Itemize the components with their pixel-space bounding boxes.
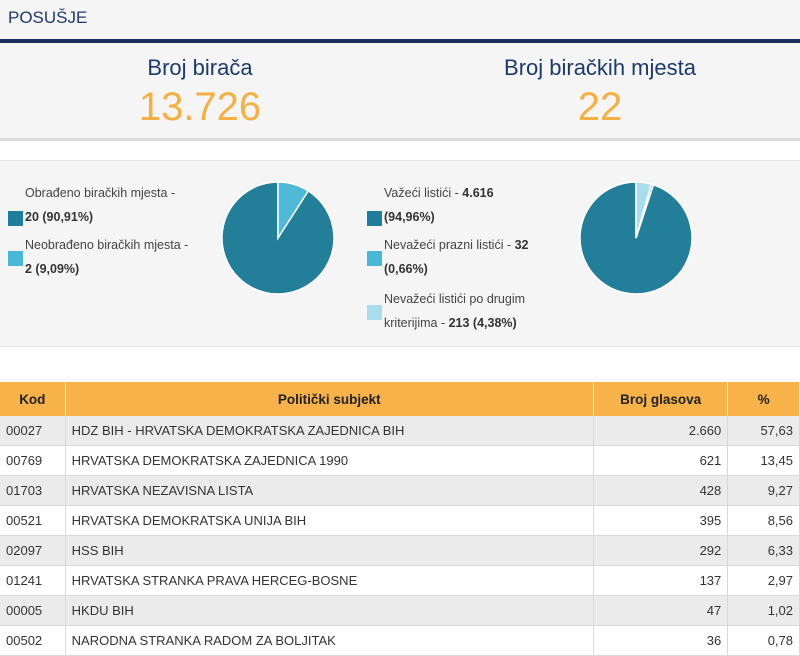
- cell-percent: 13,45: [727, 445, 800, 476]
- table-header-row: Kod Politički subjekt Broj glasova %: [0, 382, 800, 416]
- table-row: 00521 HRVATSKA DEMOKRATSKA UNIJA BIH 395 8,…: [0, 505, 800, 536]
- stations-label: Broj biračkih mjesta: [504, 55, 696, 80]
- col-percent[interactable]: %: [727, 382, 800, 416]
- col-votes[interactable]: Broj glasova: [593, 382, 729, 416]
- cell-votes: 292: [593, 535, 729, 566]
- legend-text: Obrađeno biračkih mjesta -: [25, 186, 176, 200]
- legend-unprocessed: Neobrađeno biračkih mjesta - 2 (9,09%): [8, 233, 208, 281]
- pie-chart-ballots: [579, 181, 693, 295]
- pie-slice-0: [221, 181, 335, 295]
- charts-panel: Obrađeno biračkih mjesta - 20 (90,91%) N…: [0, 160, 800, 347]
- legend-value: 4.616: [462, 186, 494, 200]
- legend-value: 32: [514, 238, 529, 252]
- pie-slice-2: [635, 181, 653, 239]
- cell-percent: 2,97: [727, 565, 800, 596]
- legend-text: Važeći listići -: [384, 186, 463, 200]
- legend-text: Neobrađeno biračkih mjesta -: [25, 238, 189, 252]
- cell-kod: 00521: [0, 505, 66, 536]
- legend-percent: (0,66%): [384, 262, 428, 276]
- cell-kod: 01241: [0, 565, 66, 596]
- cell-votes: 428: [593, 475, 729, 506]
- legend-swatch: [367, 251, 382, 266]
- legend-swatch: [8, 211, 23, 226]
- col-party[interactable]: Politički subjekt: [65, 382, 594, 416]
- page-title: POSUŠJE: [8, 8, 88, 27]
- table-row: 01703 HRVATSKA NEZAVISNA LISTA 428 9,27: [0, 475, 800, 506]
- cell-kod: 01703: [0, 475, 66, 506]
- cell-percent: 0,78: [727, 625, 800, 656]
- cell-party: HSS BIH: [65, 535, 594, 566]
- legend-value: 2 (9,09%): [25, 262, 80, 276]
- table-row: 00502 NARODNA STRANKA RADOM ZA BOLJITAK 36…: [0, 625, 800, 656]
- cell-kod: 00005: [0, 595, 66, 626]
- voters-label: Broj birača: [147, 55, 253, 80]
- col-kod[interactable]: Kod: [0, 382, 66, 416]
- voters-value: 13.726: [138, 85, 262, 129]
- stations-stat: Broj biračkih mjesta 22: [400, 55, 800, 130]
- table-row: 00005 HKDU BIH 47 1,02: [0, 595, 800, 626]
- cell-kod: 00502: [0, 625, 66, 656]
- cell-votes: 2.660: [593, 416, 729, 446]
- table-row: 02097 HSS BIH 292 6,33: [0, 535, 800, 566]
- cell-party: HKDU BIH: [65, 595, 594, 626]
- legend-invalid-other: Nevažeći listići po drugim kriterijima -…: [367, 287, 567, 335]
- pie-slice-1: [277, 181, 310, 241]
- cell-party: HRVATSKA STRANKA PRAVA HERCEG-BOSNE: [65, 565, 594, 596]
- header-bar: POSUŠJE: [0, 0, 800, 43]
- header-divider: [0, 39, 800, 43]
- stations-value: 22: [577, 85, 623, 129]
- cell-party: NARODNA STRANKA RADOM ZA BOLJITAK: [65, 625, 594, 656]
- legend-text-2: kriterijima -: [384, 316, 449, 330]
- legend-percent: (94,96%): [384, 210, 435, 224]
- cell-kod: 00027: [0, 416, 66, 446]
- stats-panel: Broj birača 13.726 Broj biračkih mjesta …: [0, 43, 800, 141]
- legend-swatch: [8, 251, 23, 266]
- legend-text: Nevažeći listići po drugim: [384, 292, 526, 306]
- table-row: 00769 HRVATSKA DEMOKRATSKA ZAJEDNICA 1990…: [0, 445, 800, 476]
- table-row: 01241 HRVATSKA STRANKA PRAVA HERCEG-BOSNE…: [0, 565, 800, 596]
- legend-processed: Obrađeno biračkih mjesta - 20 (90,91%): [8, 181, 208, 229]
- cell-kod: 00769: [0, 445, 66, 476]
- cell-votes: 395: [593, 505, 729, 536]
- cell-votes: 137: [593, 565, 729, 596]
- results-table: Kod Politički subjekt Broj glasova % 000…: [0, 382, 800, 656]
- legend-swatch: [367, 305, 382, 320]
- cell-kod: 02097: [0, 535, 66, 566]
- voters-stat: Broj birača 13.726: [0, 55, 400, 130]
- cell-votes: 36: [593, 625, 729, 656]
- cell-party: HRVATSKA DEMOKRATSKA UNIJA BIH: [65, 505, 594, 536]
- cell-party: HRVATSKA NEZAVISNA LISTA: [65, 475, 594, 506]
- cell-party: HRVATSKA DEMOKRATSKA ZAJEDNICA 1990: [65, 445, 594, 476]
- legend-value: 20 (90,91%): [25, 210, 94, 224]
- table-row: 00027 HDZ BIH - HRVATSKA DEMOKRATSKA ZAJE…: [0, 416, 800, 446]
- cell-percent: 9,27: [727, 475, 800, 506]
- cell-percent: 57,63: [727, 416, 800, 446]
- legend-valid: Važeći listići - 4.616 (94,96%): [367, 181, 567, 229]
- legend-invalid-empty: Nevažeći prazni listići - 32 (0,66%): [367, 233, 567, 281]
- pie-chart-stations: [221, 181, 335, 295]
- cell-votes: 621: [593, 445, 729, 476]
- legend-value: 213 (4,38%): [448, 316, 517, 330]
- cell-percent: 6,33: [727, 535, 800, 566]
- cell-percent: 1,02: [727, 595, 800, 626]
- legend-text: Nevažeći prazni listići -: [384, 238, 515, 252]
- legend-swatch: [367, 211, 382, 226]
- cell-votes: 47: [593, 595, 729, 626]
- cell-percent: 8,56: [727, 505, 800, 536]
- cell-party: HDZ BIH - HRVATSKA DEMOKRATSKA ZAJEDNICA…: [65, 416, 594, 446]
